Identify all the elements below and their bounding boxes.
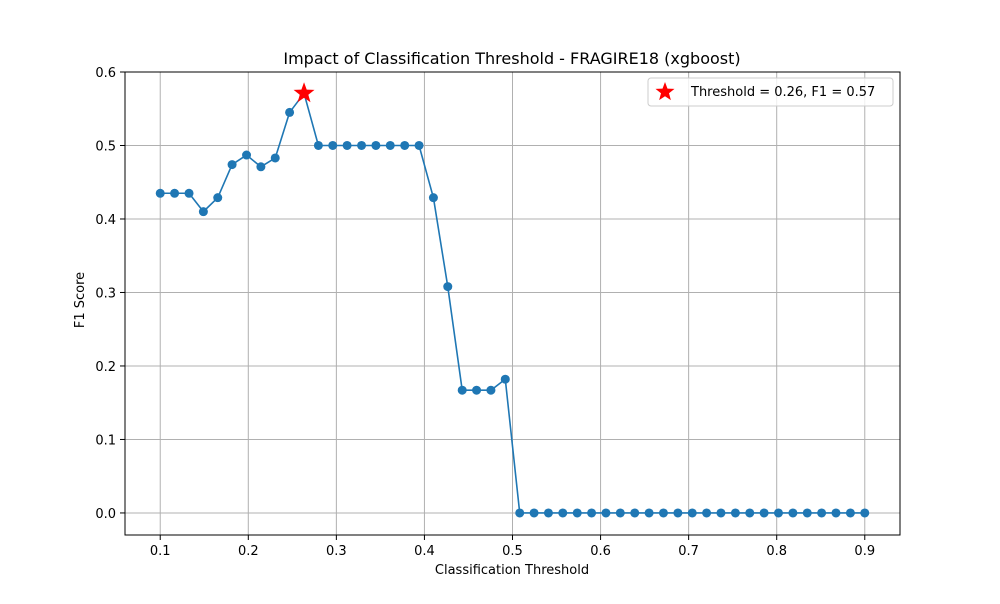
data-point: [155, 188, 165, 198]
data-point: [845, 508, 855, 518]
y-axis-ticks: 0.0 0.1 0.2 0.3 0.4 0.5 0.6: [95, 66, 125, 522]
data-point: [788, 508, 798, 518]
data-point: [759, 508, 769, 518]
data-point: [658, 508, 668, 518]
highlight-layer: [293, 82, 315, 103]
data-point: [227, 160, 237, 170]
x-tick-label: 0.4: [414, 544, 435, 559]
data-point: [515, 508, 525, 518]
data-point: [198, 207, 208, 217]
x-tick-label: 0.1: [150, 544, 171, 559]
data-point: [716, 508, 726, 518]
data-point: [673, 508, 683, 518]
data-point: [342, 140, 352, 150]
x-tick-label: 0.9: [854, 544, 875, 559]
y-tick-label: 0.2: [95, 360, 116, 375]
data-point: [414, 140, 424, 150]
data-point: [687, 508, 697, 518]
y-tick-label: 0.6: [95, 66, 116, 81]
y-tick-label: 0.5: [95, 139, 116, 154]
data-point: [428, 193, 438, 203]
data-point: [242, 150, 252, 160]
data-point: [587, 508, 597, 518]
data-point: [644, 508, 654, 518]
data-point: [615, 508, 625, 518]
legend-entry-label: Threshold = 0.26, F1 = 0.57: [690, 85, 875, 100]
data-point: [472, 385, 482, 395]
data-point: [601, 508, 611, 518]
data-point: [371, 140, 381, 150]
x-tick-label: 0.5: [502, 544, 523, 559]
data-point: [184, 188, 194, 198]
data-point: [730, 508, 740, 518]
x-tick-label: 0.6: [590, 544, 611, 559]
legend-star-shape: [655, 82, 675, 101]
legend: Threshold = 0.26, F1 = 0.57: [647, 77, 894, 107]
y-tick-label: 0.4: [95, 213, 116, 228]
grid-lines: [125, 71, 900, 535]
data-point: [285, 107, 295, 117]
data-point: [558, 508, 568, 518]
data-point: [831, 508, 841, 518]
x-tick-label: 0.8: [766, 544, 787, 559]
data-point: [357, 140, 367, 150]
data-point: [630, 508, 640, 518]
data-point: [745, 508, 755, 518]
data-point: [313, 140, 323, 150]
y-tick-label: 0.3: [95, 286, 116, 301]
legend-box: [647, 77, 894, 107]
data-point: [170, 188, 180, 198]
x-tick-label: 0.3: [326, 544, 347, 559]
data-point: [256, 162, 266, 172]
x-tick-label: 0.7: [678, 544, 699, 559]
data-point: [773, 508, 783, 518]
x-axis-ticks: 0.1 0.2 0.3 0.4 0.5 0.6 0.7 0.8 0.9: [150, 535, 875, 559]
data-point: [400, 140, 410, 150]
data-point: [500, 374, 510, 384]
data-point: [385, 140, 395, 150]
data-point: [270, 153, 280, 163]
y-tick-label: 0.1: [95, 433, 116, 448]
y-axis-label: F1 Score: [73, 272, 88, 328]
data-point: [443, 282, 453, 292]
data-point: [543, 508, 553, 518]
legend-star-icon: [655, 82, 675, 101]
series-layer: [155, 88, 870, 518]
data-point: [860, 508, 870, 518]
chart-title: Impact of Classification Threshold - FRA…: [283, 49, 740, 68]
data-point: [802, 508, 812, 518]
data-point: [702, 508, 712, 518]
data-point: [572, 508, 582, 518]
y-tick-label: 0.0: [95, 507, 116, 522]
data-point: [457, 385, 467, 395]
data-point: [213, 193, 223, 203]
data-point: [817, 508, 827, 518]
x-axis-label: Classification Threshold: [435, 563, 589, 578]
data-point: [529, 508, 539, 518]
best-threshold-star: [293, 82, 315, 103]
data-point: [486, 385, 496, 395]
data-point: [328, 140, 338, 150]
x-tick-label: 0.2: [238, 544, 259, 559]
